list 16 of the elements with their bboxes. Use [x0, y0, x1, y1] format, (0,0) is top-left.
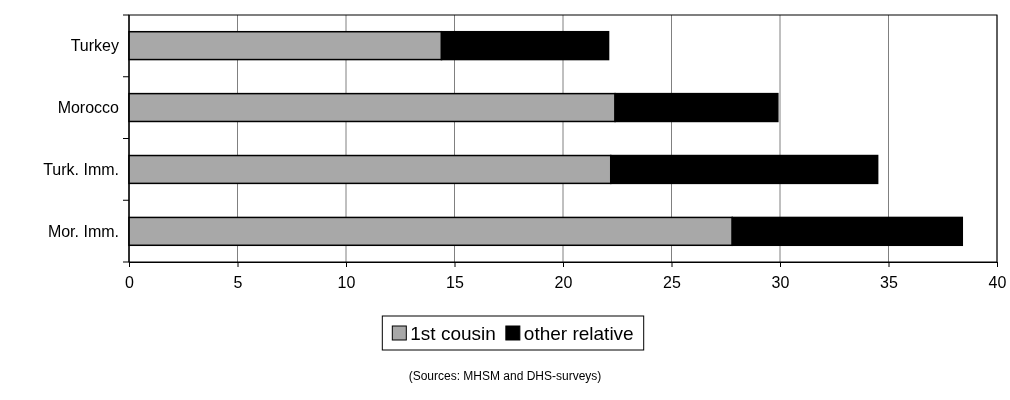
- x-tick-label: 40: [988, 274, 1007, 292]
- x-tick-label: 20: [554, 274, 573, 292]
- legend-label: 1st cousin: [410, 322, 496, 344]
- x-tick-label: 10: [337, 274, 356, 292]
- x-tick-label: 15: [446, 274, 464, 292]
- y-tick-label: Morocco: [57, 99, 120, 117]
- y-tick-label: Turk. Imm.: [43, 161, 119, 179]
- legend-label: other relative: [523, 322, 634, 344]
- y-tick-label: Mor. Imm.: [47, 222, 119, 240]
- x-tick-label: 5: [233, 274, 243, 292]
- y-tick-label: Turkey: [70, 37, 119, 55]
- x-tick-label: 0: [125, 274, 135, 292]
- x-tick-label: 25: [663, 274, 681, 292]
- x-tick-label: 30: [771, 274, 790, 292]
- x-tick-label: 35: [880, 274, 898, 292]
- text: (Sources: MHSM and DHS-surveys): [408, 369, 602, 383]
